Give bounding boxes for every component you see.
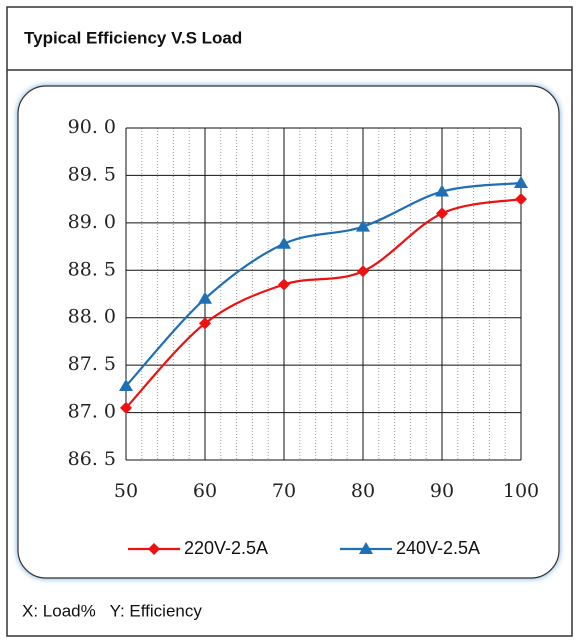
legend-marker [148, 543, 160, 555]
x-tick-label: 50 [114, 480, 138, 502]
frame [6, 6, 573, 637]
data-point [514, 176, 528, 189]
legend-marker [359, 542, 373, 554]
y-tick-label: 86. 5 [68, 448, 116, 470]
y-tick-label: 90. 0 [68, 116, 116, 138]
x-tick-label: 100 [503, 480, 539, 502]
y-tick-label: 87. 0 [68, 401, 116, 423]
series-line [125, 198, 522, 409]
data-point [198, 291, 212, 304]
data-point [277, 236, 291, 249]
y-tick-label: 89. 5 [68, 163, 116, 185]
data-point [515, 193, 527, 206]
x-tick-label: 70 [272, 480, 296, 502]
data-point [357, 265, 369, 278]
data-point [199, 317, 211, 330]
y-tick-label: 88. 5 [68, 258, 116, 280]
x-tick-label: 80 [351, 480, 375, 502]
plot-panel [17, 85, 560, 579]
x-tick-label: 60 [193, 480, 217, 502]
data-point [120, 401, 132, 414]
y-tick-label: 89. 0 [68, 211, 116, 233]
data-point [435, 184, 449, 197]
chart-title: Typical Efficiency V.S Load [24, 28, 242, 47]
x-tick-label: 90 [430, 480, 454, 502]
data-point [356, 219, 370, 232]
annotation: X: Load% Y: Efficiency [22, 601, 202, 620]
data-point [436, 207, 448, 220]
data-point [278, 278, 290, 291]
legend-label: 220V-2.5A [184, 538, 268, 558]
y-tick-label: 87. 5 [68, 353, 116, 375]
data-point [119, 379, 133, 392]
legend-label: 240V-2.5A [396, 538, 480, 558]
y-tick-label: 88. 0 [68, 306, 116, 328]
